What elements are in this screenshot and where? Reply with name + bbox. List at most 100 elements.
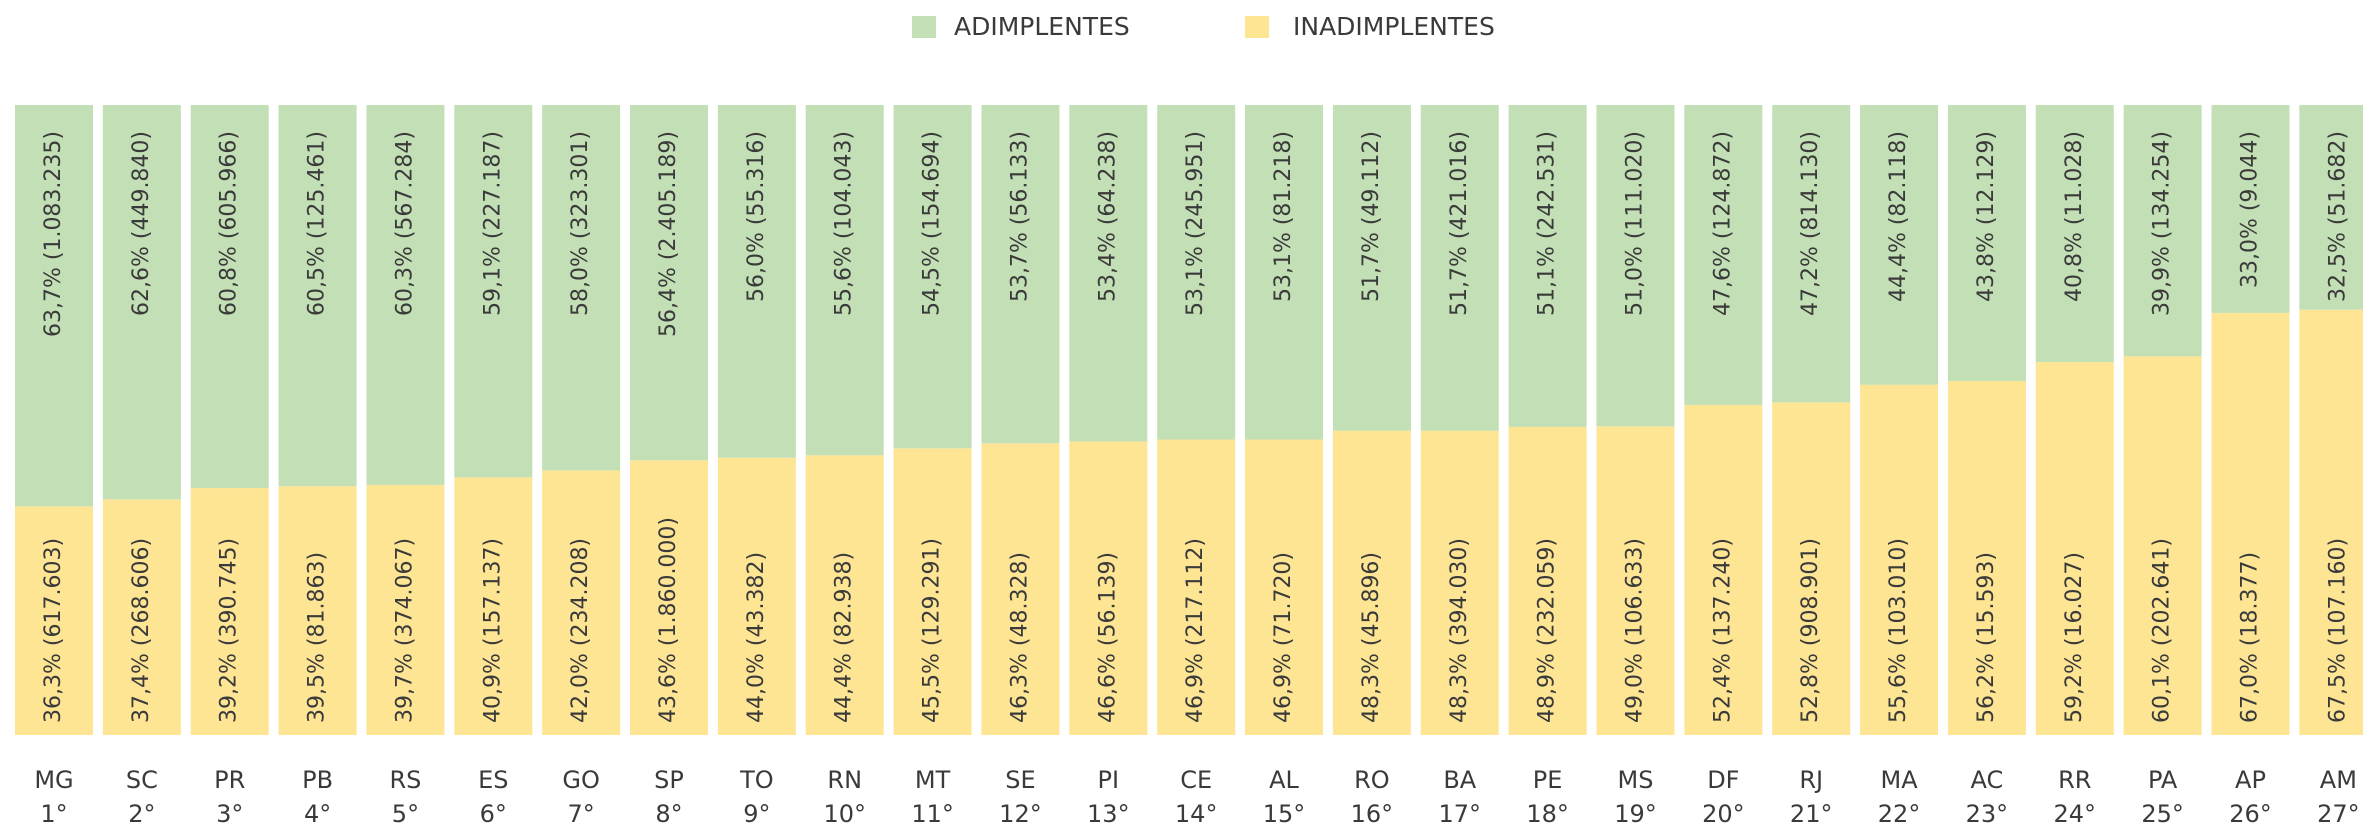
legend-label: INADIMPLENTES bbox=[1293, 12, 1495, 41]
x-tick-label: CE bbox=[1180, 766, 1212, 794]
bar-segment bbox=[1420, 430, 1499, 735]
bar-segment bbox=[102, 499, 181, 735]
value-label: 60,3% (567.284) bbox=[392, 131, 417, 316]
x-tick-label: MS bbox=[1618, 766, 1654, 794]
value-label: 43,8% (12.129) bbox=[1974, 131, 1999, 302]
bar-segment bbox=[2035, 105, 2114, 363]
x-tick-label: MG bbox=[34, 766, 73, 794]
bar-segment bbox=[1772, 105, 1851, 403]
value-label: 42,0% (234.208) bbox=[568, 538, 593, 723]
x-tick-label: RN bbox=[827, 766, 862, 794]
rank-label: 13° bbox=[1087, 800, 1130, 828]
bar-segment bbox=[1947, 380, 2026, 735]
value-label: 39,7% (374.067) bbox=[392, 538, 417, 723]
value-label: 56,4% (2.405.189) bbox=[656, 131, 681, 337]
x-tick-label: PE bbox=[1533, 766, 1563, 794]
rank-label: 25° bbox=[2141, 800, 2184, 828]
bar-segment bbox=[190, 488, 269, 735]
value-label: 53,4% (64.238) bbox=[1095, 131, 1120, 302]
value-label: 60,8% (605.966) bbox=[217, 131, 242, 316]
bar-segment bbox=[1596, 105, 1675, 427]
bar-segment bbox=[1069, 105, 1148, 442]
value-label: 33,0% (9.044) bbox=[2238, 131, 2263, 288]
legend-swatch bbox=[1245, 16, 1269, 38]
value-label: 51,1% (242.531) bbox=[1535, 131, 1560, 316]
value-label: 52,8% (908.901) bbox=[1798, 538, 1823, 723]
value-label: 47,2% (814.130) bbox=[1798, 131, 1823, 316]
rank-label: 9° bbox=[743, 800, 770, 828]
rank-label: 17° bbox=[1438, 800, 1481, 828]
value-label: 40,9% (157.137) bbox=[480, 538, 505, 723]
rank-label: 18° bbox=[1526, 800, 1569, 828]
bar-segment bbox=[366, 105, 445, 485]
bar-segment bbox=[15, 506, 93, 735]
rank-label: 6° bbox=[480, 800, 507, 828]
rank-label: 12° bbox=[999, 800, 1042, 828]
value-label: 56,0% (55.316) bbox=[744, 131, 769, 302]
bar-segment bbox=[1860, 384, 1939, 735]
bar-segment bbox=[2123, 356, 2202, 735]
x-tick-label: AP bbox=[2235, 766, 2266, 794]
rank-label: 27° bbox=[2317, 800, 2360, 828]
bar-segment bbox=[2299, 309, 2363, 735]
value-label: 67,5% (107.160) bbox=[2325, 538, 2350, 723]
rank-label: 22° bbox=[1878, 800, 1921, 828]
bar-segment bbox=[630, 460, 709, 735]
x-tick-label: RJ bbox=[1799, 766, 1823, 794]
value-label: 46,3% (48.328) bbox=[1007, 552, 1032, 723]
rank-label: 26° bbox=[2229, 800, 2272, 828]
bar-segment bbox=[717, 105, 796, 458]
value-label: 60,5% (125.461) bbox=[305, 131, 330, 316]
bar-segment bbox=[2211, 312, 2290, 735]
value-label: 44,4% (82.118) bbox=[1886, 131, 1911, 302]
rank-label: 10° bbox=[823, 800, 866, 828]
rank-label: 21° bbox=[1790, 800, 1833, 828]
bar-segment bbox=[454, 477, 533, 735]
value-label: 51,7% (421.016) bbox=[1447, 131, 1472, 316]
x-tick-label: TO bbox=[739, 766, 774, 794]
value-label: 39,5% (81.863) bbox=[305, 552, 330, 723]
bar-segment bbox=[278, 105, 357, 487]
rank-label: 1° bbox=[40, 800, 67, 828]
x-tick-label: PR bbox=[214, 766, 245, 794]
value-label: 51,7% (49.112) bbox=[1359, 131, 1384, 302]
bar-segment bbox=[15, 105, 93, 507]
bar-segment bbox=[1860, 105, 1939, 385]
value-label: 53,7% (56.133) bbox=[1007, 131, 1032, 302]
bar-segment bbox=[2123, 105, 2202, 357]
value-label: 56,2% (15.593) bbox=[1974, 552, 1999, 723]
bar-segment bbox=[542, 105, 621, 471]
value-label: 62,6% (449.840) bbox=[129, 131, 154, 316]
bar-segment bbox=[2299, 105, 2363, 310]
bar-segment bbox=[454, 105, 533, 478]
legend-label: ADIMPLENTES bbox=[954, 12, 1130, 41]
x-tick-label: PA bbox=[2148, 766, 2178, 794]
value-label: 46,9% (71.720) bbox=[1271, 552, 1296, 723]
value-label: 54,5% (154.694) bbox=[920, 131, 945, 316]
bar-segment bbox=[278, 486, 357, 735]
value-label: 53,1% (245.951) bbox=[1183, 131, 1208, 316]
x-tick-label: MT bbox=[915, 766, 951, 794]
value-label: 58,0% (323.301) bbox=[568, 131, 593, 316]
value-label: 59,2% (16.027) bbox=[2062, 552, 2087, 723]
rank-label: 23° bbox=[1966, 800, 2009, 828]
x-tick-label: PB bbox=[302, 766, 333, 794]
value-label: 44,0% (43.382) bbox=[744, 552, 769, 723]
x-tick-label: MA bbox=[1880, 766, 1918, 794]
bar-segment bbox=[1245, 105, 1324, 440]
x-tick-label: SC bbox=[126, 766, 158, 794]
bar-segment bbox=[1508, 105, 1587, 427]
bar-segment bbox=[1332, 430, 1411, 735]
bar-segment bbox=[102, 105, 181, 500]
value-label: 43,6% (1.860.000) bbox=[656, 517, 681, 723]
value-label: 37,4% (268.606) bbox=[129, 538, 154, 723]
bar-segment bbox=[805, 455, 884, 735]
x-tick-label: BA bbox=[1443, 766, 1476, 794]
bar-segment bbox=[366, 484, 445, 735]
bar-segment bbox=[1069, 441, 1148, 735]
bar-segment bbox=[1684, 404, 1763, 735]
bar-segment bbox=[542, 470, 621, 735]
bar-segment bbox=[190, 105, 269, 489]
rank-label: 2° bbox=[128, 800, 155, 828]
value-label: 46,9% (217.112) bbox=[1183, 538, 1208, 723]
